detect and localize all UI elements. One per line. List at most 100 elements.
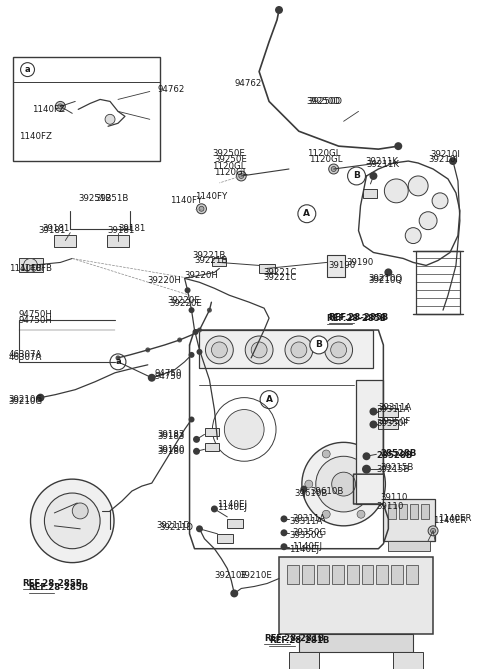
Text: 1140ER: 1140ER <box>438 515 471 523</box>
Text: 94750: 94750 <box>155 372 182 381</box>
Text: 39180: 39180 <box>158 445 185 454</box>
Text: 39610B: 39610B <box>294 488 327 497</box>
Circle shape <box>72 503 88 519</box>
Text: 39110: 39110 <box>380 493 408 501</box>
Bar <box>107 235 129 246</box>
Text: 39210I: 39210I <box>428 154 458 164</box>
Text: 94750H: 94750H <box>19 309 52 319</box>
Text: 1140EJ: 1140EJ <box>217 501 247 509</box>
Circle shape <box>374 480 383 488</box>
Circle shape <box>362 452 371 460</box>
Text: REF.28-285B: REF.28-285B <box>327 313 387 323</box>
Circle shape <box>116 356 120 360</box>
Circle shape <box>193 448 200 455</box>
Circle shape <box>211 505 218 513</box>
Text: 39215B: 39215B <box>376 465 410 474</box>
Text: 94750: 94750 <box>155 369 182 378</box>
Circle shape <box>36 394 45 402</box>
Text: 39250D: 39250D <box>309 97 343 106</box>
Circle shape <box>322 510 330 518</box>
Circle shape <box>189 307 194 313</box>
Circle shape <box>280 529 288 536</box>
Circle shape <box>405 227 421 244</box>
Bar <box>217 534 233 543</box>
Circle shape <box>207 308 212 313</box>
Text: 39221C: 39221C <box>263 273 297 282</box>
Circle shape <box>310 336 328 354</box>
Bar <box>376 564 388 584</box>
Bar <box>205 429 219 436</box>
Text: 39250E: 39250E <box>213 148 245 158</box>
Bar <box>347 564 359 584</box>
Circle shape <box>224 409 264 450</box>
Text: 1140EJ: 1140EJ <box>292 542 322 551</box>
Bar <box>317 564 329 584</box>
Circle shape <box>245 336 273 364</box>
Circle shape <box>332 472 356 496</box>
Bar <box>416 250 460 314</box>
Text: 39190: 39190 <box>329 261 356 270</box>
Text: 39251B: 39251B <box>78 195 111 203</box>
Circle shape <box>275 6 283 14</box>
Circle shape <box>322 450 330 458</box>
Text: 39221B: 39221B <box>194 256 228 265</box>
Text: 39211K: 39211K <box>365 156 398 166</box>
Bar <box>393 652 423 671</box>
Bar <box>54 235 76 246</box>
Circle shape <box>211 342 228 358</box>
Text: 39311A: 39311A <box>376 405 409 414</box>
Text: 1140FZ: 1140FZ <box>19 132 51 141</box>
Text: 1140EJ: 1140EJ <box>289 546 319 554</box>
Text: 39181: 39181 <box>118 224 145 233</box>
Bar <box>19 258 43 272</box>
Circle shape <box>300 486 307 493</box>
Text: 1140FY: 1140FY <box>194 193 227 201</box>
Text: 1140FZ: 1140FZ <box>33 105 65 114</box>
Circle shape <box>280 515 288 522</box>
Circle shape <box>305 480 313 488</box>
Bar <box>399 504 407 519</box>
Text: 39211D: 39211D <box>160 523 194 532</box>
Text: 39311A: 39311A <box>378 403 412 412</box>
Circle shape <box>431 528 435 533</box>
Text: REF.28-285B: REF.28-285B <box>23 579 83 588</box>
Circle shape <box>291 342 307 358</box>
Text: 39251B: 39251B <box>95 195 129 203</box>
Circle shape <box>449 157 457 165</box>
Circle shape <box>55 101 65 111</box>
Circle shape <box>331 342 347 358</box>
Bar <box>12 56 160 161</box>
Circle shape <box>248 354 255 362</box>
Circle shape <box>432 193 448 209</box>
Bar <box>287 564 299 584</box>
Text: 39221C: 39221C <box>263 268 297 277</box>
Text: 39220E: 39220E <box>168 296 201 305</box>
Bar <box>406 564 418 584</box>
Circle shape <box>325 336 353 364</box>
Text: 39350G: 39350G <box>289 531 323 540</box>
Text: 1120GL: 1120GL <box>213 162 246 170</box>
Bar <box>299 634 413 652</box>
Text: 39250D: 39250D <box>307 97 341 106</box>
Text: 39311A: 39311A <box>292 515 325 523</box>
Bar <box>378 407 398 417</box>
Circle shape <box>189 352 194 358</box>
Circle shape <box>298 205 316 223</box>
Circle shape <box>280 544 288 550</box>
Circle shape <box>21 62 35 76</box>
Circle shape <box>230 589 238 597</box>
Circle shape <box>189 417 194 423</box>
Circle shape <box>31 479 114 562</box>
Circle shape <box>419 212 437 229</box>
Bar <box>213 258 227 266</box>
Circle shape <box>384 268 392 276</box>
Text: 39210E: 39210E <box>239 571 272 580</box>
Bar <box>361 564 373 584</box>
Text: 1140FB: 1140FB <box>19 264 51 273</box>
Circle shape <box>145 348 150 352</box>
Bar <box>391 564 403 584</box>
Circle shape <box>110 354 126 370</box>
Circle shape <box>384 179 408 203</box>
Circle shape <box>348 167 365 185</box>
Circle shape <box>357 510 365 518</box>
